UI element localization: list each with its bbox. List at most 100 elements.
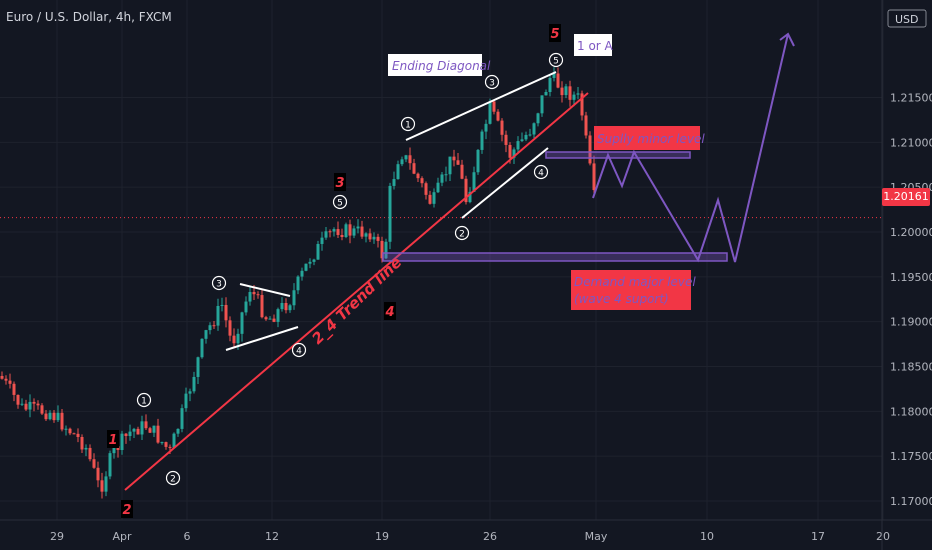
minor-wave-circle — [291, 342, 307, 358]
minor-wave-circle — [454, 225, 470, 241]
candle-body — [88, 447, 92, 460]
candle-body — [384, 241, 388, 259]
triangle-lower-line — [225, 326, 299, 351]
candle-body — [148, 428, 152, 433]
candle-body — [356, 226, 360, 229]
candle-body — [28, 401, 32, 410]
candle-body — [584, 115, 588, 136]
candle-body — [344, 224, 348, 238]
candle-body — [76, 433, 80, 437]
candle-body — [140, 421, 144, 435]
candle-body — [348, 224, 352, 236]
candle-body — [552, 73, 556, 78]
candle-body — [176, 428, 180, 434]
candle-body — [4, 378, 8, 381]
candle-body — [424, 183, 428, 195]
candle-body — [44, 413, 48, 420]
candle-body — [204, 330, 208, 339]
candle-body — [236, 333, 240, 344]
symbol-title: Euro / U.S. Dollar, 4h, FXCM — [6, 10, 172, 24]
major-wave-box — [121, 500, 133, 518]
candle-body — [528, 134, 532, 136]
candle-body — [20, 403, 24, 405]
candle-body — [436, 182, 440, 193]
candle-body — [224, 304, 228, 321]
candle-body — [432, 192, 436, 204]
minor-wave-label: 3 — [484, 74, 500, 90]
candle-body — [368, 233, 372, 240]
candle-body — [112, 446, 116, 454]
candle-body — [524, 134, 528, 140]
candle-body — [360, 226, 364, 237]
candle-body — [568, 86, 572, 100]
demand-box — [571, 270, 691, 310]
candle-body — [244, 301, 248, 313]
minor-wave-label: 4 — [291, 342, 307, 358]
y-tick-label: 1.19500 — [890, 271, 932, 284]
grid — [0, 0, 884, 520]
candle-body — [152, 425, 156, 433]
minor-wave-circle — [400, 116, 416, 132]
x-tick-label: 19 — [375, 530, 389, 543]
candle-body — [160, 442, 164, 444]
candle-body — [48, 412, 52, 420]
x-tick-label: 26 — [483, 530, 497, 543]
candle-body — [100, 480, 104, 492]
candle-body — [84, 447, 88, 450]
demand-text-1: Demand major level — [574, 275, 696, 289]
candle-body — [248, 292, 252, 302]
candle-body — [340, 234, 344, 238]
trend-line — [124, 92, 589, 491]
candle-body — [276, 309, 280, 322]
demand-zone — [382, 252, 728, 262]
x-tick-label: 29 — [50, 530, 64, 543]
major-wave-box — [549, 24, 561, 42]
x-tick-label: Apr — [112, 530, 132, 543]
supply-text: Suplly minor level — [597, 132, 705, 146]
candle-body — [516, 141, 520, 150]
candle-body — [228, 320, 232, 336]
candle-body — [64, 428, 68, 430]
candle-body — [540, 95, 544, 114]
candle-body — [408, 155, 412, 164]
candle-body — [288, 305, 292, 311]
candle-body — [520, 139, 524, 142]
candle-body — [208, 325, 212, 331]
x-tick-label: 10 — [700, 530, 714, 543]
candle-body — [124, 433, 128, 437]
minor-wave-text: 4 — [538, 169, 544, 179]
overlays: Ending Diagonal 1 or A Suplly minor level D… — [107, 24, 795, 518]
candle-body — [352, 228, 356, 236]
candle-body — [560, 87, 564, 96]
minor-wave-circle — [548, 52, 564, 68]
candle-body — [32, 401, 36, 404]
one-or-a-label: 1 or A — [574, 34, 614, 56]
minor-wave-text: 1 — [405, 121, 411, 131]
candle-body — [56, 412, 60, 421]
candle-body — [136, 428, 140, 435]
major-wave-label: 1 — [107, 430, 119, 448]
candle-body — [284, 302, 288, 311]
candle-body — [232, 335, 236, 344]
diagonal-upper-line — [405, 71, 557, 141]
x-tick-label: 12 — [265, 530, 279, 543]
candle-body — [300, 270, 304, 277]
y-tick-label: 1.17500 — [890, 450, 932, 463]
candle-body — [184, 393, 188, 409]
candle-body — [480, 131, 484, 150]
currency-badge[interactable]: USD — [887, 9, 927, 28]
candle-body — [448, 156, 452, 175]
candle-body — [52, 412, 56, 421]
candle-body — [264, 317, 268, 320]
candle-body — [452, 156, 456, 161]
candle-body — [380, 240, 384, 259]
candle-body — [16, 394, 20, 405]
major-wave-text: 2 — [122, 503, 131, 518]
candle-body — [500, 120, 504, 135]
candle-body — [272, 318, 276, 322]
candle-body — [580, 93, 584, 116]
candle-body — [496, 111, 500, 121]
major-wave-text: 1 — [108, 433, 117, 448]
y-tick-label: 1.17000 — [890, 495, 932, 508]
